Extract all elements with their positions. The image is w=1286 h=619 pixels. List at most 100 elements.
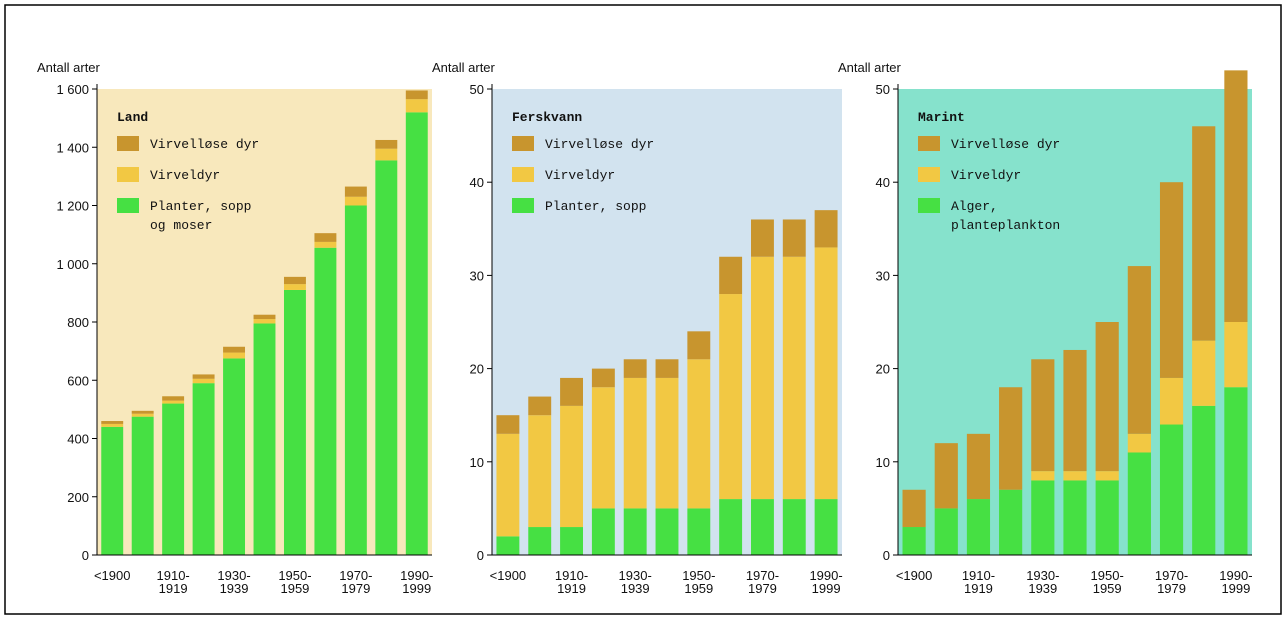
- bar-segment: [528, 415, 552, 528]
- bar-segment: [591, 508, 615, 555]
- bar-segment: [1192, 340, 1216, 406]
- chart-title: Land: [117, 110, 148, 125]
- y-tick-label: 30: [876, 268, 890, 283]
- bar-segment: [314, 247, 337, 555]
- bar-segment: [162, 400, 185, 404]
- x-tick-label: 1970-1979: [339, 568, 372, 596]
- bar-segment: [999, 489, 1023, 555]
- bar-segment: [283, 276, 306, 285]
- bar-segment: [902, 527, 926, 555]
- bar-segment: [223, 346, 246, 353]
- bar-segment: [782, 499, 806, 555]
- bar-segment: [751, 256, 774, 500]
- bar-segment: [314, 233, 337, 242]
- bar-segment: [687, 359, 711, 509]
- bar-segment: [101, 423, 124, 427]
- bar-segment: [405, 99, 428, 113]
- bar-segment: [1095, 471, 1119, 481]
- x-tick-label: 1930-1939: [217, 568, 250, 596]
- legend-swatch: [512, 198, 534, 213]
- bar-segment: [719, 294, 743, 500]
- bar-segment: [560, 377, 583, 406]
- y-axis-label: Antall arter: [432, 60, 496, 75]
- y-tick-label: 20: [876, 362, 890, 377]
- bar-segment: [192, 374, 215, 379]
- bar-segment: [591, 387, 615, 509]
- legend-swatch: [918, 198, 940, 213]
- x-tick-label: 1990-1999: [1219, 568, 1252, 596]
- bar-segment: [375, 148, 398, 161]
- y-tick-label: 1 600: [56, 82, 89, 97]
- bar-segment: [560, 405, 583, 528]
- bar-segment: [1224, 322, 1248, 388]
- bar-segment: [496, 433, 520, 537]
- y-tick-label: 10: [470, 455, 484, 470]
- bar-segment: [814, 210, 838, 248]
- legend-label: Virveldyr: [951, 168, 1021, 183]
- bar-segment: [223, 358, 246, 555]
- bar-segment: [344, 205, 367, 555]
- bar-segment: [283, 289, 306, 555]
- bar-segment: [1127, 433, 1151, 453]
- x-tick-label: 1990-1999: [809, 568, 842, 596]
- bar-segment: [655, 377, 679, 509]
- y-tick-label: 10: [876, 455, 890, 470]
- y-tick-label: 1 200: [56, 199, 89, 214]
- bar-segment: [162, 396, 185, 401]
- bar-segment: [1095, 322, 1119, 472]
- bar-segment: [623, 377, 647, 509]
- legend-swatch: [918, 167, 940, 182]
- bar-segment: [496, 415, 520, 434]
- bar-segment: [719, 256, 743, 295]
- bar-segment: [1159, 377, 1184, 425]
- bar-segment: [999, 387, 1023, 490]
- bar-segment: [253, 314, 276, 320]
- bar-segment: [966, 433, 991, 500]
- bar-segment: [1063, 349, 1087, 472]
- y-tick-label: 600: [67, 373, 89, 388]
- bar-segment: [192, 383, 215, 555]
- bar-segment: [101, 421, 124, 424]
- bar-segment: [934, 508, 958, 555]
- bar-segment: [1063, 480, 1087, 555]
- x-tick-label: 1950-1959: [1091, 568, 1124, 596]
- bar-segment: [131, 410, 154, 414]
- bar-segment: [496, 536, 520, 555]
- y-axis-label: Antall arter: [838, 60, 902, 75]
- y-tick-label: 50: [470, 82, 484, 97]
- y-tick-label: 400: [67, 432, 89, 447]
- y-tick-label: 50: [876, 82, 890, 97]
- legend-label: Virvelløse dyr: [545, 137, 654, 152]
- bar-segment: [1031, 471, 1055, 481]
- chart-title: Ferskvann: [512, 110, 582, 125]
- bar-segment: [814, 247, 838, 500]
- y-tick-label: 800: [67, 315, 89, 330]
- bar-segment: [1031, 480, 1055, 555]
- bar-segment: [623, 359, 647, 378]
- bar-segment: [344, 196, 367, 206]
- bar-segment: [814, 499, 838, 555]
- bar-segment: [687, 508, 711, 555]
- chart-title: Marint: [918, 110, 965, 125]
- x-tick-label: 1970-1979: [1155, 568, 1188, 596]
- y-tick-label: 200: [67, 490, 89, 505]
- bar-segment: [405, 90, 428, 100]
- bar-segment: [1192, 405, 1216, 555]
- bar-segment: [1192, 126, 1216, 341]
- y-tick-label: 30: [470, 268, 484, 283]
- bar-segment: [782, 219, 806, 257]
- y-tick-label: 0: [82, 548, 89, 563]
- bar-segment: [751, 499, 774, 555]
- bar-segment: [528, 396, 552, 416]
- legend-swatch: [512, 136, 534, 151]
- x-tick-label: 1910-1919: [555, 568, 588, 596]
- x-tick-label: 1930-1939: [1026, 568, 1059, 596]
- x-tick-label: 1910-1919: [157, 568, 190, 596]
- bar-segment: [1031, 359, 1055, 472]
- x-tick-label: 1950-1959: [682, 568, 715, 596]
- bar-segment: [101, 426, 124, 555]
- bar-segment: [1224, 70, 1248, 322]
- x-tick-label: <1900: [490, 568, 527, 583]
- bar-segment: [782, 256, 806, 500]
